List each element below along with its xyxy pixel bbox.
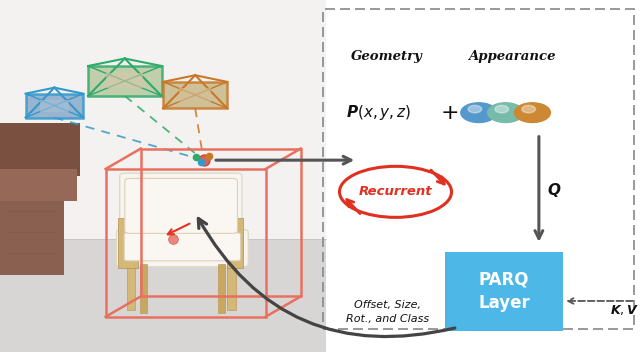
Polygon shape xyxy=(0,0,326,239)
Polygon shape xyxy=(26,94,83,118)
Text: +: + xyxy=(440,103,460,122)
Polygon shape xyxy=(40,100,69,112)
Bar xyxy=(140,264,147,313)
Bar xyxy=(323,9,634,329)
Text: Recurrent: Recurrent xyxy=(358,186,433,198)
Circle shape xyxy=(515,103,550,122)
Circle shape xyxy=(468,105,482,113)
FancyBboxPatch shape xyxy=(116,230,248,267)
Polygon shape xyxy=(0,123,80,176)
Circle shape xyxy=(495,105,509,113)
FancyBboxPatch shape xyxy=(125,178,237,233)
Polygon shape xyxy=(0,169,77,201)
Text: Geometry: Geometry xyxy=(351,50,423,63)
Polygon shape xyxy=(179,88,211,102)
Text: $\boldsymbol{P}(x,y,z)$: $\boldsymbol{P}(x,y,z)$ xyxy=(346,103,412,122)
Polygon shape xyxy=(0,123,64,275)
Polygon shape xyxy=(163,82,227,108)
Circle shape xyxy=(488,103,524,122)
Text: $\boldsymbol{K,V}$: $\boldsymbol{K,V}$ xyxy=(610,303,639,317)
Bar xyxy=(227,264,236,310)
Polygon shape xyxy=(118,218,138,268)
Bar xyxy=(127,264,135,310)
Circle shape xyxy=(522,105,536,113)
Text: Appearance: Appearance xyxy=(468,50,556,63)
Text: PARQ
Layer: PARQ Layer xyxy=(478,270,530,312)
FancyBboxPatch shape xyxy=(445,252,563,331)
Polygon shape xyxy=(88,66,161,96)
Text: $\boldsymbol{Q}$: $\boldsymbol{Q}$ xyxy=(547,181,562,199)
FancyBboxPatch shape xyxy=(124,233,241,261)
Text: Offset, Size,
Rot., and Class: Offset, Size, Rot., and Class xyxy=(346,300,429,323)
Polygon shape xyxy=(227,218,243,268)
FancyBboxPatch shape xyxy=(120,173,242,235)
Polygon shape xyxy=(106,74,143,88)
Bar xyxy=(218,264,225,313)
Circle shape xyxy=(461,103,497,122)
Polygon shape xyxy=(0,239,326,352)
